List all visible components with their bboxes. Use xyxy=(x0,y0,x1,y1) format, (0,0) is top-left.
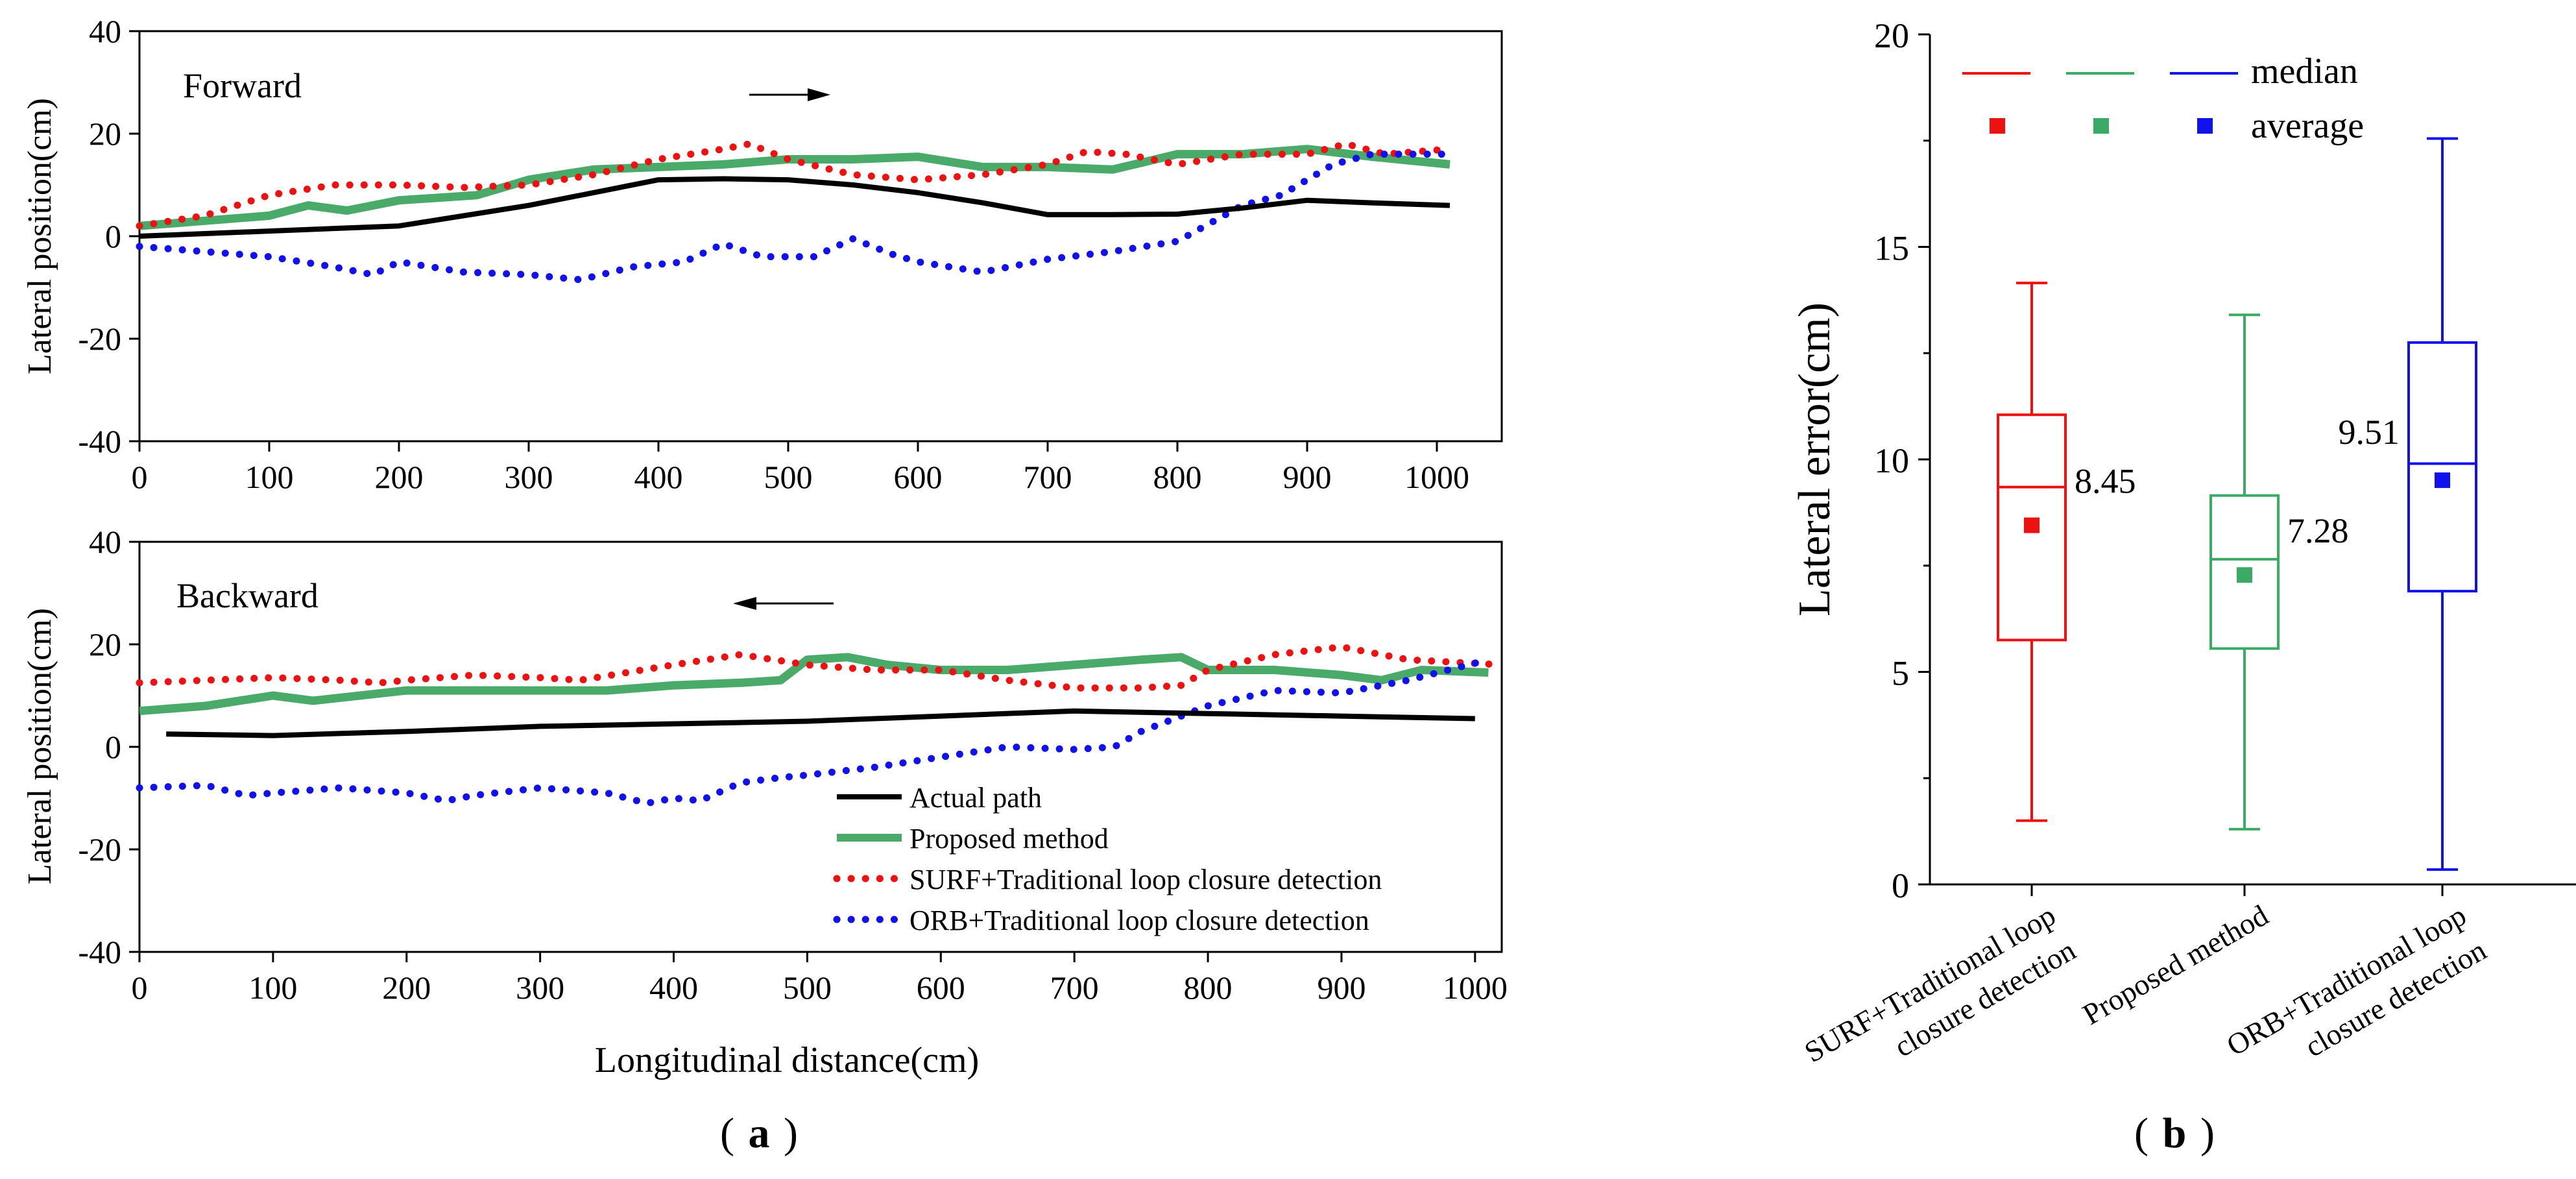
backward-x-tick-label: 900 xyxy=(1317,969,1366,1006)
forward-chart: 0 100 200 300 400 500 600 700 800 900 1000 -40 -20 0 2… xyxy=(21,13,1503,495)
backward-y-tick-label: 0 xyxy=(105,729,121,765)
forward-y-tick-label: -20 xyxy=(78,321,121,357)
svg-text:(: ( xyxy=(720,1110,734,1157)
legend-label-surf-traditional-loop-closure-detection: SURF+Traditional loop closure detection xyxy=(909,864,1382,895)
boxplot-y-axis-label: Lateral error(cm) xyxy=(1790,302,1840,616)
boxplot-y-tick-label: 5 xyxy=(1892,654,1909,693)
forward-direction-arrow-icon xyxy=(749,88,830,101)
box-average-label: 8.45 xyxy=(2075,462,2136,501)
box-average-label: 7.28 xyxy=(2287,511,2349,550)
boxplot-category-label-line: Proposed method xyxy=(2077,898,2274,1031)
boxplot-legend: median average xyxy=(1962,51,2364,146)
backward-x-tick-label: 0 xyxy=(132,969,148,1006)
backward-series-proposed-method xyxy=(139,653,1489,716)
backward-x-tick-label: 1000 xyxy=(1443,969,1508,1006)
forward-y-tick-label: 40 xyxy=(89,13,121,49)
legend-label-actual-path: Actual path xyxy=(909,782,1042,814)
legend-average-swatch xyxy=(2093,118,2109,134)
backward-x-tick-label: 700 xyxy=(1050,969,1099,1006)
forward-x-tick-label: 1000 xyxy=(1404,459,1469,495)
legend-median-label: median xyxy=(2251,51,2358,91)
box-surf-traditional-loop-closure-detection: 8.45 xyxy=(1997,282,2136,822)
boxplot-boxes: 8.45 7.28 9.51 xyxy=(1997,137,2477,871)
backward-title: Backward xyxy=(176,576,319,615)
box-iqr xyxy=(2209,494,2280,650)
forward-title: Forward xyxy=(183,66,302,105)
backward-chart: 0 100 200 300 400 500 600 700 800 900 1000 -40 -20 0 2… xyxy=(21,524,1508,1080)
svg-text:b: b xyxy=(2163,1110,2187,1157)
box-orb-traditional-loop-closure-detection: 9.51 xyxy=(2339,137,2477,871)
boxplot-category-label: Proposed method xyxy=(2077,898,2274,1031)
caption-b: ( b ) xyxy=(2134,1110,2215,1157)
forward-series-orb-traditional-loop-closure-detection xyxy=(136,151,1454,284)
backward-series-actual-path xyxy=(166,708,1475,738)
box-proposed-method: 7.28 xyxy=(2209,313,2349,831)
box-average-label: 9.51 xyxy=(2339,413,2400,452)
backward-x-tick-label: 400 xyxy=(649,969,698,1006)
forward-x-tick-label: 400 xyxy=(634,459,683,495)
forward-x-tick-label: 700 xyxy=(1024,459,1072,495)
boxplot-y-tick-label: 0 xyxy=(1892,866,1909,905)
forward-x-tick-label: 200 xyxy=(375,459,424,495)
legend-average-swatch xyxy=(2197,118,2213,134)
backward-axes: 0 100 200 300 400 500 600 700 800 900 1000 -40 -20 0 2… xyxy=(78,524,1507,1006)
backward-x-tick-label: 300 xyxy=(516,969,564,1006)
backward-x-tick-label: 200 xyxy=(382,969,431,1006)
svg-text:(: ( xyxy=(2134,1110,2149,1157)
forward-y-tick-label: 0 xyxy=(105,218,121,254)
backward-x-axis-label: Longitudinal distance(cm) xyxy=(595,1040,979,1080)
backward-y-tick-label: 40 xyxy=(89,524,121,560)
legend-label-orb-traditional-loop-closure-detection: ORB+Traditional loop closure detection xyxy=(909,905,1369,936)
box-average-marker xyxy=(2435,472,2450,489)
forward-series-proposed-method xyxy=(139,145,1451,230)
legend-label-proposed-method: Proposed method xyxy=(909,823,1109,855)
backward-x-tick-label: 600 xyxy=(917,969,965,1006)
forward-series-surf-traditional-loop-closure-detection xyxy=(136,140,1454,230)
box-iqr xyxy=(2407,341,2477,593)
backward-x-tick-label: 100 xyxy=(248,969,297,1006)
boxplot-y-tick-label: 15 xyxy=(1874,229,1909,268)
svg-text:): ) xyxy=(784,1110,798,1157)
boxplot-y-tick-label: 10 xyxy=(1874,441,1909,480)
legend-average-label: average xyxy=(2251,106,2364,146)
forward-x-tick-label: 0 xyxy=(132,459,148,495)
box-average-marker xyxy=(2024,517,2040,533)
svg-text:a: a xyxy=(749,1110,770,1157)
backward-y-axis-label: Lateral position(cm) xyxy=(21,608,58,884)
backward-y-tick-label: 20 xyxy=(89,626,121,662)
backward-y-tick-label: -20 xyxy=(78,831,121,868)
backward-y-tick-label: -40 xyxy=(78,934,121,970)
box-iqr xyxy=(1997,413,2067,642)
backward-legend: Actual path Proposed method SURF+Tradition… xyxy=(833,782,1382,936)
forward-x-tick-label: 800 xyxy=(1153,459,1202,495)
legend-average-swatch xyxy=(1990,118,2005,134)
backward-x-tick-label: 500 xyxy=(783,969,832,1006)
svg-text:): ) xyxy=(2200,1110,2215,1157)
backward-series xyxy=(136,643,1506,807)
forward-x-tick-label: 900 xyxy=(1283,459,1332,495)
backward-series-surf-traditional-loop-closure-detection xyxy=(136,643,1506,692)
forward-x-tick-label: 100 xyxy=(245,459,294,495)
caption-a: ( a ) xyxy=(720,1110,798,1157)
forward-y-tick-label: -40 xyxy=(78,423,121,459)
forward-series-actual-path xyxy=(139,176,1451,239)
backward-x-tick-label: 800 xyxy=(1184,969,1233,1006)
forward-y-axis-label: Lateral position(cm) xyxy=(21,98,58,374)
backward-direction-arrow-icon xyxy=(733,597,834,610)
box-average-marker xyxy=(2237,567,2252,583)
forward-series xyxy=(136,140,1454,284)
forward-axes: 0 100 200 300 400 500 600 700 800 900 1000 -40 -20 0 2… xyxy=(78,13,1469,495)
boxplot-y-tick-label: 20 xyxy=(1874,16,1909,55)
forward-x-tick-label: 300 xyxy=(505,459,553,495)
forward-x-tick-label: 600 xyxy=(894,459,943,495)
forward-y-tick-label: 20 xyxy=(89,115,121,152)
forward-x-tick-label: 500 xyxy=(764,459,813,495)
